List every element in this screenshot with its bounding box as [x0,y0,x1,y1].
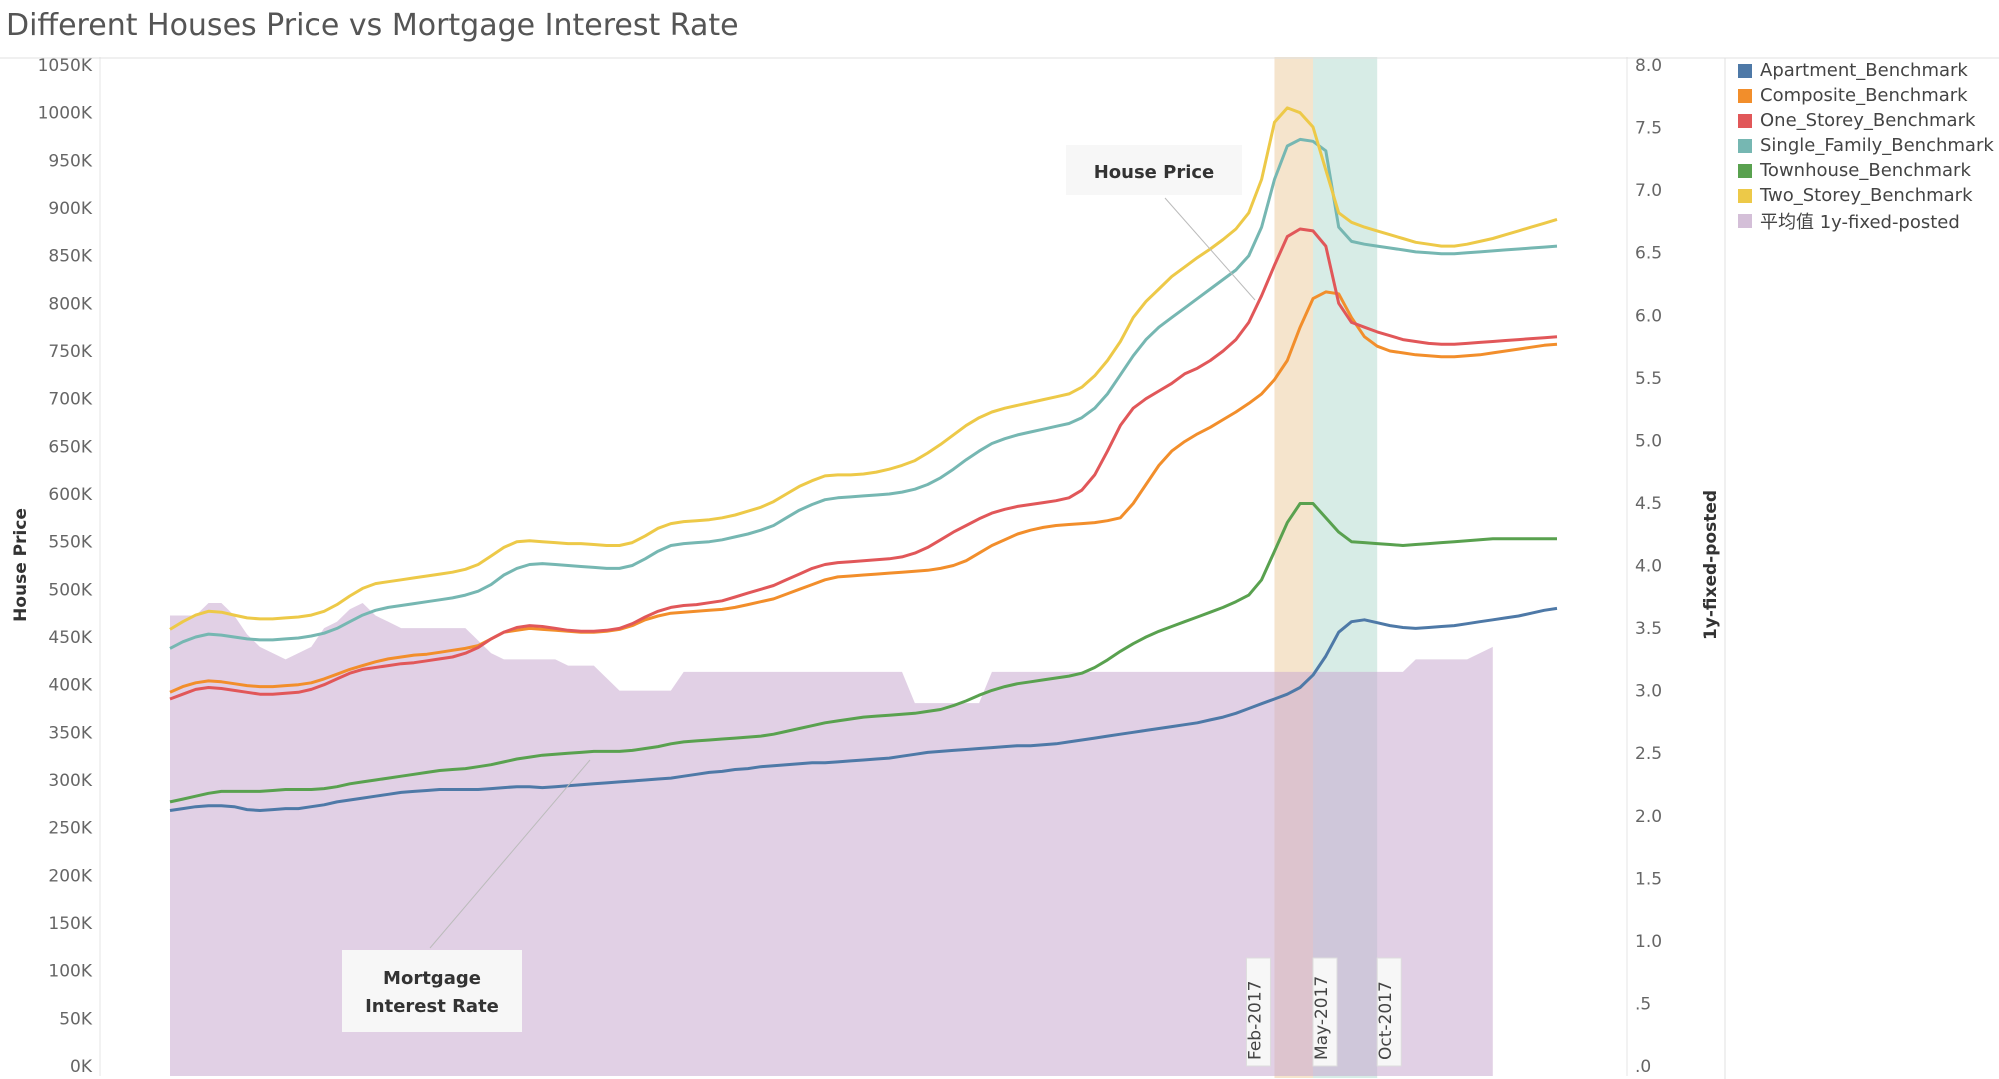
band-marker-label: May-2017 [1312,976,1332,1060]
annotation-house-price-leader [1164,197,1256,301]
band-marker-bg [1312,957,1338,1067]
y-tick-label: 550K [48,533,92,553]
legend-label: One_Storey_Benchmark [1760,110,1976,131]
legend-label: Composite_Benchmark [1760,85,1968,106]
y-tick-label: 500K [48,580,92,600]
y-tick-label: 350K [48,723,92,743]
legend-item[interactable]: Single_Family_Benchmark [1738,133,1994,158]
y2-tick-label: 5.5 [1635,369,1662,389]
y-tick-label: 800K [48,294,92,314]
legend-item[interactable]: Apartment_Benchmark [1738,58,1994,83]
legend-swatch [1738,63,1752,78]
y2-tick-label: 3.5 [1635,619,1662,639]
y-tick-label: 400K [48,676,92,696]
y2-tick-label: 6.0 [1635,306,1662,326]
chart-title: Different Houses Price vs Mortgage Inter… [6,8,739,43]
legend-label: Two_Storey_Benchmark [1760,185,1973,206]
y-tick-label: 200K [48,866,92,886]
y2-tick-label: 4.0 [1635,557,1662,577]
y2-tick-label: 7.5 [1635,119,1662,139]
y-tick-label: 50K [59,1009,93,1029]
series-line-Single_Family_Benchmark [169,137,1558,650]
series-line-One_Storey_Benchmark [169,227,1558,701]
y2-tick-label: 2.5 [1635,744,1662,764]
series-line-Two_Storey_Benchmark [169,106,1558,631]
legend-item[interactable]: 平均值 1y-fixed-posted [1738,208,1994,233]
y2-tick-label: 2.0 [1635,807,1662,827]
legend-label: Apartment_Benchmark [1760,60,1968,81]
y-tick-label: 600K [48,485,92,505]
y2-tick-label: 4.5 [1635,494,1662,514]
y-tick-label: 750K [48,342,92,362]
band-marker-label: Feb-2017 [1245,981,1265,1061]
y-tick-label: 300K [48,771,92,791]
legend-swatch [1738,163,1752,178]
y2-tick-label: 1.5 [1635,869,1662,889]
y2-tick-label: 8.0 [1635,56,1662,76]
y2-tick-label: 6.5 [1635,244,1662,264]
axes: 0K 50K 100K 150K 200K 250K 300K 350K 400K 450K 500… [0,56,1999,1079]
series-line-Townhouse_Benchmark [169,502,1557,804]
legend-label: 平均值 1y-fixed-posted [1760,211,1960,233]
annotations: Feb-2017 May-2017 Oct-2017 House Price Mortg… [342,145,1402,1067]
annotation-house-price-bg [1066,145,1242,195]
y-axis-title: House Price [11,508,31,622]
y-tick-label: 100K [48,962,92,982]
series-lines [169,106,1558,812]
y2-tick-label: 3.0 [1635,682,1662,702]
y-tick-label: 850K [48,247,92,267]
y-tick-label: 700K [48,390,92,410]
legend-swatch [1738,188,1752,203]
band-marker-bg [1245,957,1271,1067]
annotation-house-price: House Price [1094,162,1215,183]
y2-tick-label: 7.0 [1635,181,1662,201]
legend-item[interactable]: Composite_Benchmark [1738,83,1994,108]
y2-tick-label: .0 [1635,1057,1651,1077]
series-line-Apartment_Benchmark [169,606,1558,812]
legend-item[interactable]: Two_Storey_Benchmark [1738,183,1994,208]
y-tick-label: 650K [48,437,92,457]
legend-swatch [1738,138,1752,153]
y-tick-label: 0K [70,1057,93,1077]
y2-tick-label: .5 [1635,994,1651,1014]
legend-item[interactable]: One_Storey_Benchmark [1738,108,1994,133]
legend: Apartment_Benchmark Composite_Benchmark On… [1738,58,1994,233]
y2-tick-label: 1.0 [1635,932,1662,952]
legend-swatch [1738,88,1752,103]
y-tick-label: 150K [48,914,92,934]
y2-axis-title: 1y-fixed-posted [1701,490,1721,640]
annotation-mortgage-rate: Interest Rate [365,996,499,1017]
band-marker-label: Oct-2017 [1376,981,1396,1060]
legend-label: Single_Family_Benchmark [1760,135,1994,156]
y-tick-label: 900K [48,199,92,219]
y2-tick-label: 5.0 [1635,431,1662,451]
series-line-Composite_Benchmark [169,290,1558,694]
y-tick-label: 950K [48,151,92,171]
annotation-rate-bg [342,950,522,1032]
band-marker-bg [1376,957,1402,1067]
annotation-mortgage-rate: Mortgage [383,968,481,989]
y-tick-label: 450K [48,628,92,648]
y-tick-label: 1050K [38,56,93,76]
legend-item[interactable]: Townhouse_Benchmark [1738,158,1994,183]
legend-label: Townhouse_Benchmark [1760,160,1971,181]
legend-swatch [1738,213,1752,228]
y-tick-label: 250K [48,819,92,839]
y-tick-label: 1000K [38,104,93,124]
legend-swatch [1738,113,1752,128]
annotation-rate-leader [429,759,591,949]
